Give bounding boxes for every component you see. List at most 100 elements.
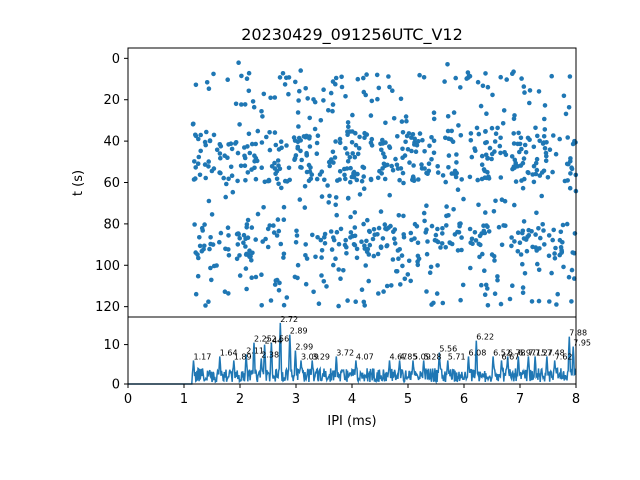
scatter-point [409, 148, 414, 154]
scatter-point [566, 274, 572, 280]
scatter-point [468, 138, 474, 143]
peak-label: 3.29 [312, 352, 330, 361]
scatter-point [398, 282, 403, 287]
scatter-point [485, 286, 490, 291]
scatter-point [326, 200, 332, 205]
scatter-point [424, 289, 429, 294]
scatter-point [518, 252, 524, 257]
scatter-point [546, 233, 552, 238]
scatter-point [380, 166, 385, 171]
scatter-point [525, 135, 531, 141]
scatter-point [218, 170, 223, 176]
scatter-point [364, 72, 369, 77]
scatter-point [244, 76, 250, 81]
scatter-point [522, 90, 527, 95]
scatter-point [263, 236, 268, 242]
scatter-point [540, 222, 545, 227]
scatter-point [193, 82, 199, 88]
scatter-point [217, 151, 223, 156]
scatter-point [511, 131, 516, 136]
histogram-x-tick-label: 7 [516, 392, 524, 407]
scatter-point [480, 251, 485, 257]
scatter-point [351, 242, 357, 247]
scatter-point [229, 173, 235, 178]
scatter-point [420, 137, 425, 143]
scatter-point [431, 300, 436, 306]
histogram-y-axis: 0 10 [103, 338, 128, 393]
scatter-point [327, 163, 333, 169]
scatter-point [454, 160, 459, 165]
scatter-point [235, 242, 241, 247]
scatter-point [568, 158, 573, 164]
scatter-point [242, 102, 248, 107]
scatter-point [293, 240, 299, 245]
scatter-points [190, 60, 579, 309]
scatter-point [390, 167, 396, 173]
scatter-point [512, 202, 517, 208]
scatter-point [229, 146, 235, 152]
scatter-point [445, 62, 450, 67]
scatter-point [495, 274, 500, 279]
peak-label: 2.89 [290, 327, 308, 336]
scatter-point [243, 244, 248, 249]
scatter-point [237, 236, 242, 241]
scatter-point [343, 146, 348, 151]
scatter-point [572, 250, 577, 256]
scatter-point [319, 273, 324, 278]
histogram-x-tick-label: 5 [404, 392, 412, 407]
scatter-point [207, 246, 212, 252]
scatter-point [344, 251, 349, 256]
scatter-point [337, 169, 343, 174]
scatter-point [451, 207, 456, 212]
scatter-point [483, 152, 489, 158]
scatter-point [501, 108, 507, 113]
scatter-point [486, 229, 492, 234]
scatter-point [319, 248, 325, 253]
scatter-point [473, 148, 478, 153]
scatter-point [268, 95, 273, 101]
peak-label: 7.95 [573, 339, 591, 348]
scatter-point [427, 270, 433, 276]
scatter-point [311, 289, 316, 295]
scatter-point [296, 98, 301, 103]
scatter-point [334, 212, 340, 218]
scatter-point [206, 299, 211, 305]
scatter-point [351, 170, 356, 176]
scatter-point [564, 161, 570, 167]
scatter-point [497, 143, 503, 149]
scatter-point [396, 256, 401, 262]
scatter-point [352, 210, 358, 215]
scatter-point [381, 289, 386, 294]
scatter-point [569, 166, 575, 172]
scatter-point [274, 176, 280, 182]
scatter-point [195, 161, 201, 166]
scatter-point [421, 210, 427, 216]
scatter-point [431, 116, 437, 122]
scatter-point [261, 91, 267, 97]
scatter-point [386, 74, 391, 79]
scatter-point [502, 198, 508, 204]
scatter-point [484, 111, 489, 116]
scatter-point [339, 74, 344, 80]
scatter-point [464, 76, 470, 81]
peak-label: 6.22 [476, 333, 494, 342]
scatter-point [406, 258, 412, 264]
scatter-point [334, 229, 340, 235]
scatter-point [416, 139, 421, 144]
scatter-point [259, 165, 265, 170]
peak-label: 4.85 [400, 352, 418, 361]
scatter-point [489, 252, 495, 257]
scatter-point [560, 240, 565, 245]
scatter-point [303, 242, 309, 247]
scatter-point [297, 88, 302, 94]
scatter-point [456, 123, 461, 128]
scatter-point [482, 268, 487, 274]
scatter-point [461, 196, 466, 202]
scatter-point [299, 157, 305, 163]
scatter-point [245, 170, 251, 175]
scatter-point [394, 269, 400, 274]
scatter-point [398, 96, 404, 102]
scatter-point [243, 266, 249, 271]
scatter-point [259, 303, 265, 308]
scatter-point [315, 235, 320, 240]
